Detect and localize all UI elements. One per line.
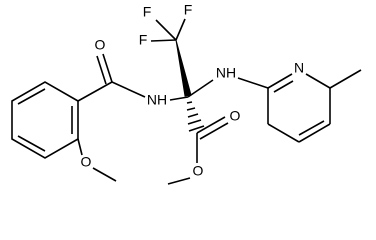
- atom-label: F: [139, 32, 148, 48]
- bonds: [11, 18, 362, 185]
- atom-label: O: [193, 163, 204, 179]
- atom-label: NH: [147, 92, 167, 108]
- atom-label: F: [184, 2, 193, 18]
- atom-label: O: [95, 37, 106, 53]
- atom-label: NH: [216, 65, 236, 81]
- atom-label: O: [230, 108, 241, 124]
- atom-label: N: [294, 60, 304, 76]
- molecule-diagram: F F F O NH NH N O O O: [11, 2, 362, 185]
- atom-label: F: [143, 4, 152, 20]
- atom-label: O: [81, 154, 92, 170]
